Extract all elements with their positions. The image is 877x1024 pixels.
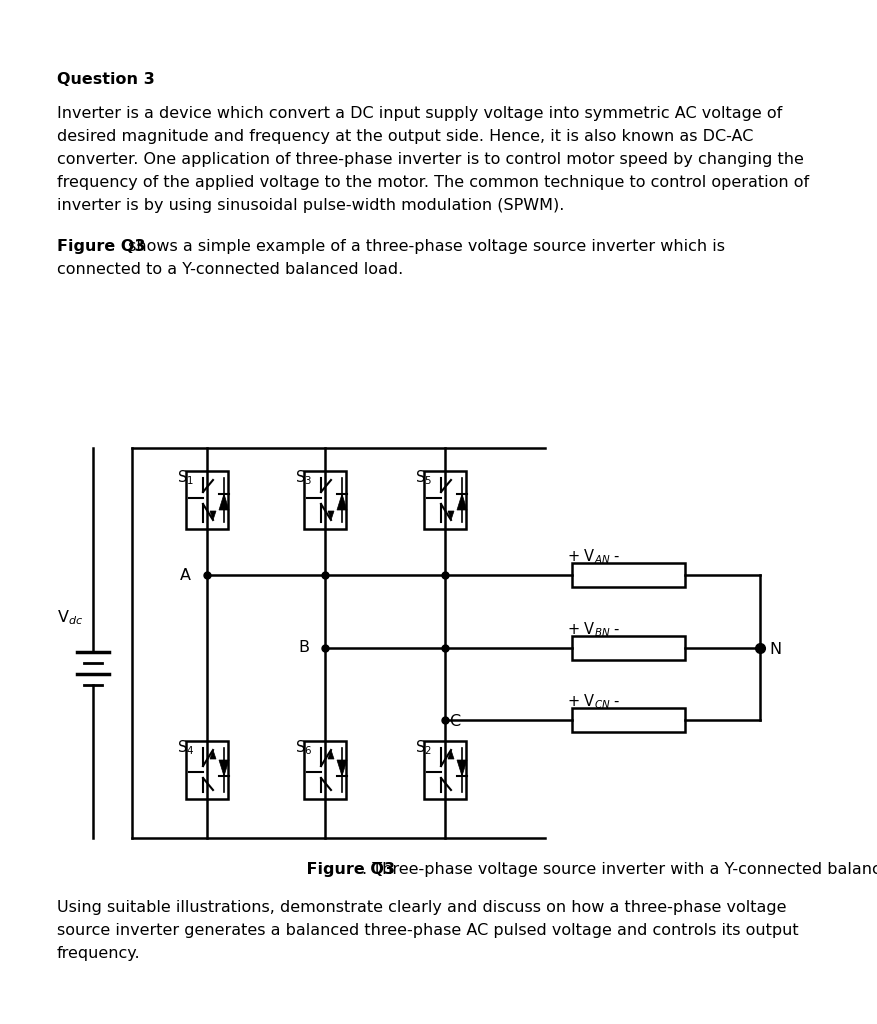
Polygon shape (337, 760, 346, 776)
Bar (571, 636, 684, 660)
Bar (303, 471, 346, 529)
Text: S$_3$: S$_3$ (295, 468, 311, 486)
Text: . Three-phase voltage source inverter with a Y-connected balanced load.: . Three-phase voltage source inverter wi… (361, 862, 877, 877)
Text: C: C (448, 715, 460, 729)
Polygon shape (447, 511, 453, 520)
Text: V$_{dc}$: V$_{dc}$ (57, 608, 83, 628)
Text: Using suitable illustrations, demonstrate clearly and discuss on how a three-pha: Using suitable illustrations, demonstrat… (57, 900, 786, 915)
Polygon shape (457, 760, 467, 776)
Text: desired magnitude and frequency at the output side. Hence, it is also known as D: desired magnitude and frequency at the o… (57, 129, 752, 144)
Polygon shape (457, 494, 467, 510)
Text: N: N (768, 642, 781, 657)
Text: S$_5$: S$_5$ (415, 468, 431, 486)
Polygon shape (328, 750, 333, 759)
Text: + V$_{BN}$ -: + V$_{BN}$ - (567, 620, 620, 639)
Text: S$_1$: S$_1$ (177, 468, 194, 486)
Text: inverter is by using sinusoidal pulse-width modulation (SPWM).: inverter is by using sinusoidal pulse-wi… (57, 198, 564, 213)
Text: connected to a Y-connected balanced load.: connected to a Y-connected balanced load… (57, 262, 403, 278)
Text: B: B (297, 640, 309, 655)
Text: frequency of the applied voltage to the motor. The common technique to control o: frequency of the applied voltage to the … (57, 175, 809, 190)
Bar (424, 471, 466, 529)
Text: Inverter is a device which convert a DC input supply voltage into symmetric AC v: Inverter is a device which convert a DC … (57, 106, 781, 121)
Polygon shape (210, 750, 216, 759)
Text: Figure Q3: Figure Q3 (283, 862, 395, 877)
Polygon shape (447, 750, 453, 759)
Bar (571, 708, 684, 732)
Polygon shape (210, 511, 216, 520)
Text: + V$_{AN}$ -: + V$_{AN}$ - (567, 547, 620, 565)
Text: S$_4$: S$_4$ (177, 738, 194, 757)
Bar (186, 471, 228, 529)
Text: Question 3: Question 3 (57, 72, 154, 87)
Text: S$_2$: S$_2$ (415, 738, 431, 757)
Bar (571, 563, 684, 587)
Bar (186, 741, 228, 799)
Text: shows a simple example of a three-phase voltage source inverter which is: shows a simple example of a three-phase … (123, 239, 724, 254)
Text: converter. One application of three-phase inverter is to control motor speed by : converter. One application of three-phas… (57, 152, 803, 167)
Polygon shape (218, 494, 229, 510)
Text: source inverter generates a balanced three-phase AC pulsed voltage and controls : source inverter generates a balanced thr… (57, 923, 798, 938)
Polygon shape (337, 494, 346, 510)
Bar (424, 741, 466, 799)
Polygon shape (328, 511, 333, 520)
Bar (303, 741, 346, 799)
Text: frequency.: frequency. (57, 946, 140, 961)
Text: Figure Q3: Figure Q3 (57, 239, 146, 254)
Text: S$_6$: S$_6$ (295, 738, 312, 757)
Text: + V$_{CN}$ -: + V$_{CN}$ - (567, 692, 620, 711)
Polygon shape (218, 760, 229, 776)
Text: A: A (180, 567, 191, 583)
